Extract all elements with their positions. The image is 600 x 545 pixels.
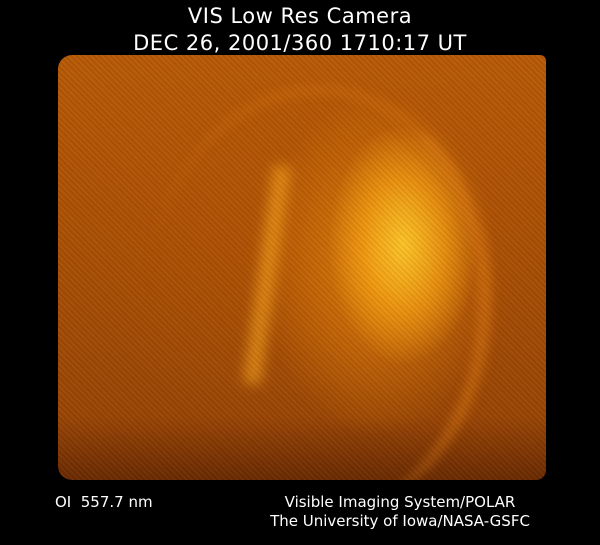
- image-noise: [58, 55, 546, 480]
- auroral-image: [58, 55, 546, 480]
- wavelength-label: OI 557.7 nm: [55, 493, 153, 511]
- credit-label: The University of Iowa/NASA-GSFC: [270, 512, 530, 530]
- image-title: VIS Low Res Camera: [187, 4, 413, 28]
- instrument-label: Visible Imaging System/POLAR: [284, 493, 516, 511]
- timestamp: DEC 26, 2001/360 1710:17 UT: [133, 31, 467, 55]
